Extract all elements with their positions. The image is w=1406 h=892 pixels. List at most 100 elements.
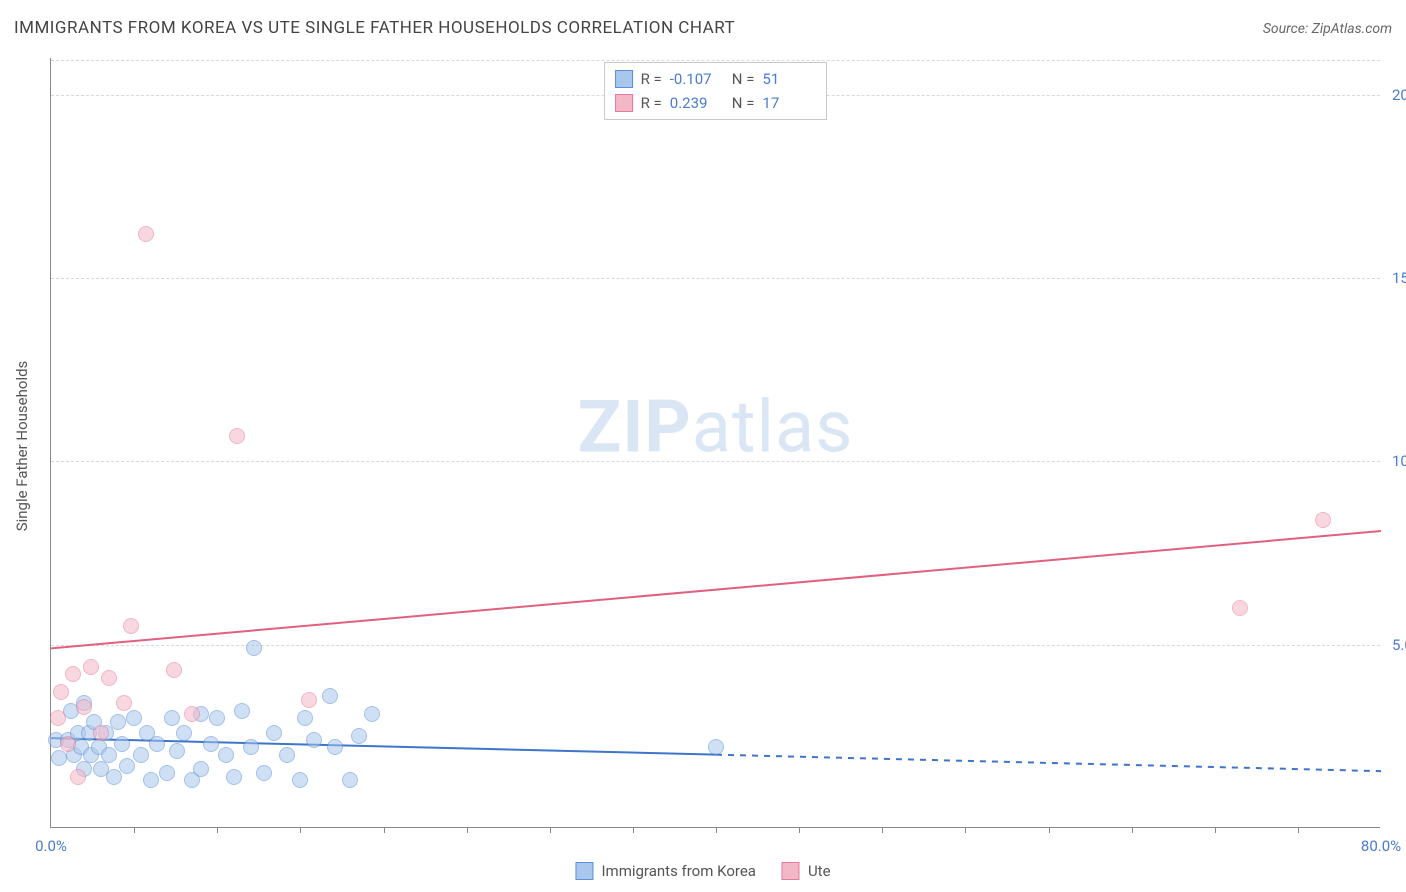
data-point [297,710,313,726]
data-point [342,772,358,788]
trend-lines [51,58,1381,828]
x-tick [217,827,218,833]
n-value: 17 [762,94,816,112]
data-point [116,695,132,711]
n-value: 51 [762,70,816,88]
legend-swatch [575,862,593,880]
data-point [83,659,99,675]
x-min-label: 0.0% [35,837,67,855]
grid-line [51,461,1380,462]
legend-swatch [615,70,633,88]
data-point [110,714,126,730]
legend-swatch [782,862,800,880]
data-point [243,739,259,755]
data-point [351,728,367,744]
legend-swatch [615,94,633,112]
r-value: 0.239 [670,94,724,112]
title-bar: IMMIGRANTS FROM KOREA VS UTE SINGLE FATH… [14,18,1392,38]
x-tick [134,827,135,833]
x-tick [550,827,551,833]
watermark-bold: ZIP [578,385,692,470]
y-tick-label: 15.0% [1384,269,1406,287]
stats-row: R = 0.239 N = 17 [615,91,817,115]
x-tick [467,827,468,833]
watermark-rest: atlas [692,385,854,470]
data-point [119,758,135,774]
data-point [149,736,165,752]
data-point [301,692,317,708]
chart-title: IMMIGRANTS FROM KOREA VS UTE SINGLE FATH… [14,18,735,38]
bottom-legend: Immigrants from Korea Ute [575,862,830,880]
data-point [266,725,282,741]
r-label: R = [641,94,662,112]
data-point [1315,512,1331,528]
r-label: R = [641,70,662,88]
data-point [234,703,250,719]
n-label: N = [732,70,755,88]
n-label: N = [732,94,755,112]
data-point [169,743,185,759]
data-point [65,666,81,682]
data-point [164,710,180,726]
data-point [166,662,182,678]
data-point [203,736,219,752]
x-tick [633,827,634,833]
r-value: -0.107 [670,70,724,88]
data-point [60,736,76,752]
data-point [93,725,109,741]
legend-label: Immigrants from Korea [601,862,755,880]
data-point [126,710,142,726]
data-point [101,747,117,763]
data-point [76,699,92,715]
y-tick-label: 20.0% [1384,86,1406,104]
data-point [218,747,234,763]
data-point [176,725,192,741]
data-point [53,684,69,700]
stats-row: R = -0.107 N = 51 [615,67,817,91]
data-point [106,769,122,785]
x-tick [1215,827,1216,833]
plot-area: ZIPatlas 5.0%10.0%15.0%20.0%0.0%80.0%R =… [50,58,1380,828]
data-point [708,739,724,755]
x-tick [716,827,717,833]
data-point [279,747,295,763]
x-max-label: 80.0% [1361,837,1401,855]
y-tick-label: 5.0% [1384,636,1406,654]
x-tick [1049,827,1050,833]
data-point [193,761,209,777]
data-point [322,688,338,704]
data-point [292,772,308,788]
grid-line [51,60,1380,61]
data-point [101,670,117,686]
legend-item: Ute [782,862,831,880]
legend-item: Immigrants from Korea [575,862,755,880]
data-point [70,769,86,785]
data-point [364,706,380,722]
data-point [209,710,225,726]
data-point [229,428,245,444]
x-tick [882,827,883,833]
data-point [159,765,175,781]
data-point [246,640,262,656]
x-tick [384,827,385,833]
stats-legend: R = -0.107 N = 51 R = 0.239 N = 17 [604,62,828,120]
data-point [327,739,343,755]
y-tick-label: 10.0% [1384,452,1406,470]
data-point [114,736,130,752]
data-point [50,710,66,726]
legend-label: Ute [808,862,831,880]
data-point [306,732,322,748]
grid-line [51,278,1380,279]
x-tick [965,827,966,833]
data-point [133,747,149,763]
data-point [51,750,67,766]
data-point [184,706,200,722]
watermark: ZIPatlas [578,385,854,470]
x-tick [799,827,800,833]
data-point [123,618,139,634]
x-tick [1298,827,1299,833]
data-point [143,772,159,788]
x-tick [300,827,301,833]
x-tick [1132,827,1133,833]
data-point [138,226,154,242]
